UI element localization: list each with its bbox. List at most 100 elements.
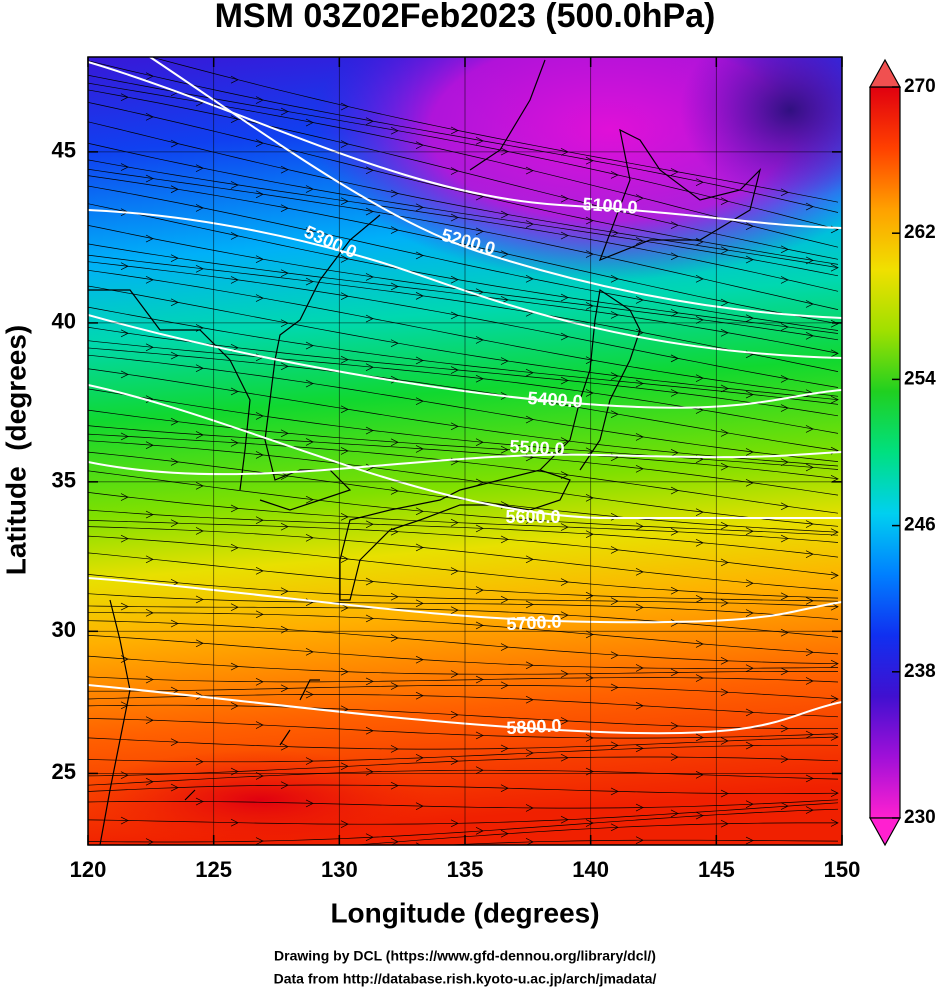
streamlines bbox=[88, 57, 839, 845]
streamline-arrow bbox=[475, 675, 484, 684]
streamline-arrow bbox=[255, 190, 264, 199]
x-tick-label: 140 bbox=[572, 857, 609, 882]
streamline-arrow bbox=[170, 185, 179, 194]
streamline-arrow bbox=[560, 753, 569, 762]
streamline bbox=[88, 168, 839, 310]
streamline-arrow bbox=[280, 742, 289, 751]
streamline-arrow bbox=[120, 771, 129, 780]
streamline-arrow bbox=[720, 328, 729, 337]
streamline-arrow bbox=[610, 311, 619, 319]
streamline-arrow bbox=[525, 368, 534, 377]
streamline-arrow bbox=[635, 296, 644, 304]
streamline-arrow bbox=[230, 662, 239, 671]
contour-line bbox=[88, 61, 842, 229]
streamline bbox=[88, 684, 839, 700]
streamline-arrow bbox=[745, 255, 754, 264]
streamline-arrow bbox=[255, 677, 264, 686]
streamline-arrow bbox=[415, 842, 422, 845]
streamline-arrow bbox=[365, 577, 374, 586]
coastline bbox=[469, 59, 546, 171]
streamline-arrow bbox=[390, 375, 399, 384]
coastline bbox=[598, 128, 762, 262]
x-tick-label: 125 bbox=[195, 857, 232, 882]
streamline-arrow bbox=[670, 722, 679, 730]
streamline-arrow bbox=[120, 370, 129, 379]
streamline-arrow bbox=[255, 610, 264, 619]
streamline-arrow bbox=[340, 292, 349, 301]
streamline-arrow bbox=[340, 667, 349, 676]
streamline-arrow bbox=[450, 518, 459, 527]
streamline-arrow bbox=[610, 683, 619, 692]
streamline bbox=[88, 612, 839, 655]
streamline-arrow bbox=[305, 495, 314, 504]
streamline-arrow bbox=[145, 777, 154, 786]
colorbar-extend-bottom bbox=[868, 817, 902, 847]
streamline-arrow bbox=[670, 448, 679, 457]
streamline bbox=[88, 620, 839, 665]
streamline-arrow bbox=[170, 417, 179, 426]
streamline-arrow bbox=[720, 197, 729, 206]
streamline-arrow bbox=[635, 603, 644, 612]
streamline-arrow bbox=[170, 351, 179, 360]
streamline-arrow bbox=[280, 429, 289, 438]
streamline-arrow bbox=[560, 815, 569, 824]
coastline bbox=[184, 679, 320, 801]
streamline bbox=[88, 185, 839, 331]
streamline-arrow bbox=[230, 818, 239, 827]
streamline-arrow bbox=[450, 606, 459, 614]
contour-label: 5100.0 bbox=[582, 194, 638, 218]
streamline-arrow bbox=[415, 251, 424, 260]
streamline-arrow bbox=[390, 781, 399, 790]
credit: Drawing by DCL (https://www.gfd-dennou.o… bbox=[274, 948, 656, 964]
streamline-arrow bbox=[745, 314, 754, 322]
streamline-arrow bbox=[830, 819, 839, 827]
streamline-arrow bbox=[230, 276, 239, 284]
streamline-arrow bbox=[195, 595, 204, 604]
streamline-arrow bbox=[830, 695, 839, 703]
streamline-arrow bbox=[585, 389, 594, 397]
streamline-arrow bbox=[390, 226, 399, 234]
streamline-arrow bbox=[830, 571, 839, 580]
x-tick-label: 120 bbox=[70, 857, 107, 882]
streamline-arrow bbox=[585, 767, 594, 776]
streamline-arrow bbox=[145, 675, 154, 684]
streamline-arrow bbox=[780, 323, 789, 331]
streamline-arrow bbox=[230, 387, 239, 396]
streamline-arrow bbox=[365, 314, 374, 323]
colorbar-tick-label: 246 bbox=[904, 515, 936, 536]
streamline-arrow bbox=[695, 374, 704, 382]
streamline-arrow bbox=[120, 534, 129, 543]
streamline-arrow bbox=[585, 819, 594, 827]
streamline-arrow bbox=[780, 592, 789, 601]
streamline-arrow bbox=[610, 546, 619, 554]
streamline-arrow bbox=[585, 630, 594, 639]
streamline bbox=[88, 736, 839, 750]
streamline-arrow bbox=[230, 702, 239, 710]
streamline-arrow bbox=[120, 701, 129, 710]
coastline bbox=[259, 214, 381, 511]
streamline-arrow bbox=[780, 534, 789, 543]
coastline bbox=[99, 599, 131, 845]
streamline-arrow bbox=[255, 567, 264, 575]
streamline-arrow bbox=[610, 597, 619, 605]
streamline-arrow bbox=[230, 181, 239, 189]
contour-line bbox=[88, 451, 842, 476]
streamline bbox=[88, 634, 839, 669]
streamline-arrow bbox=[120, 493, 129, 501]
streamline-arrow bbox=[610, 741, 619, 750]
streamline-arrow bbox=[780, 375, 789, 383]
streamline-arrow bbox=[805, 648, 814, 657]
streamline-arrow bbox=[720, 789, 729, 798]
streamline-arrow bbox=[585, 674, 594, 682]
streamline-arrow bbox=[255, 837, 264, 845]
streamline-arrow bbox=[830, 263, 839, 272]
contour-line bbox=[88, 684, 842, 735]
streamline-arrow bbox=[805, 806, 814, 814]
streamline-arrow bbox=[365, 520, 374, 529]
streamline-arrow bbox=[450, 670, 459, 678]
streamline-arrow bbox=[475, 586, 484, 594]
coastlines bbox=[88, 59, 762, 845]
streamline-arrow bbox=[120, 329, 129, 338]
streamline-arrow bbox=[560, 376, 569, 385]
